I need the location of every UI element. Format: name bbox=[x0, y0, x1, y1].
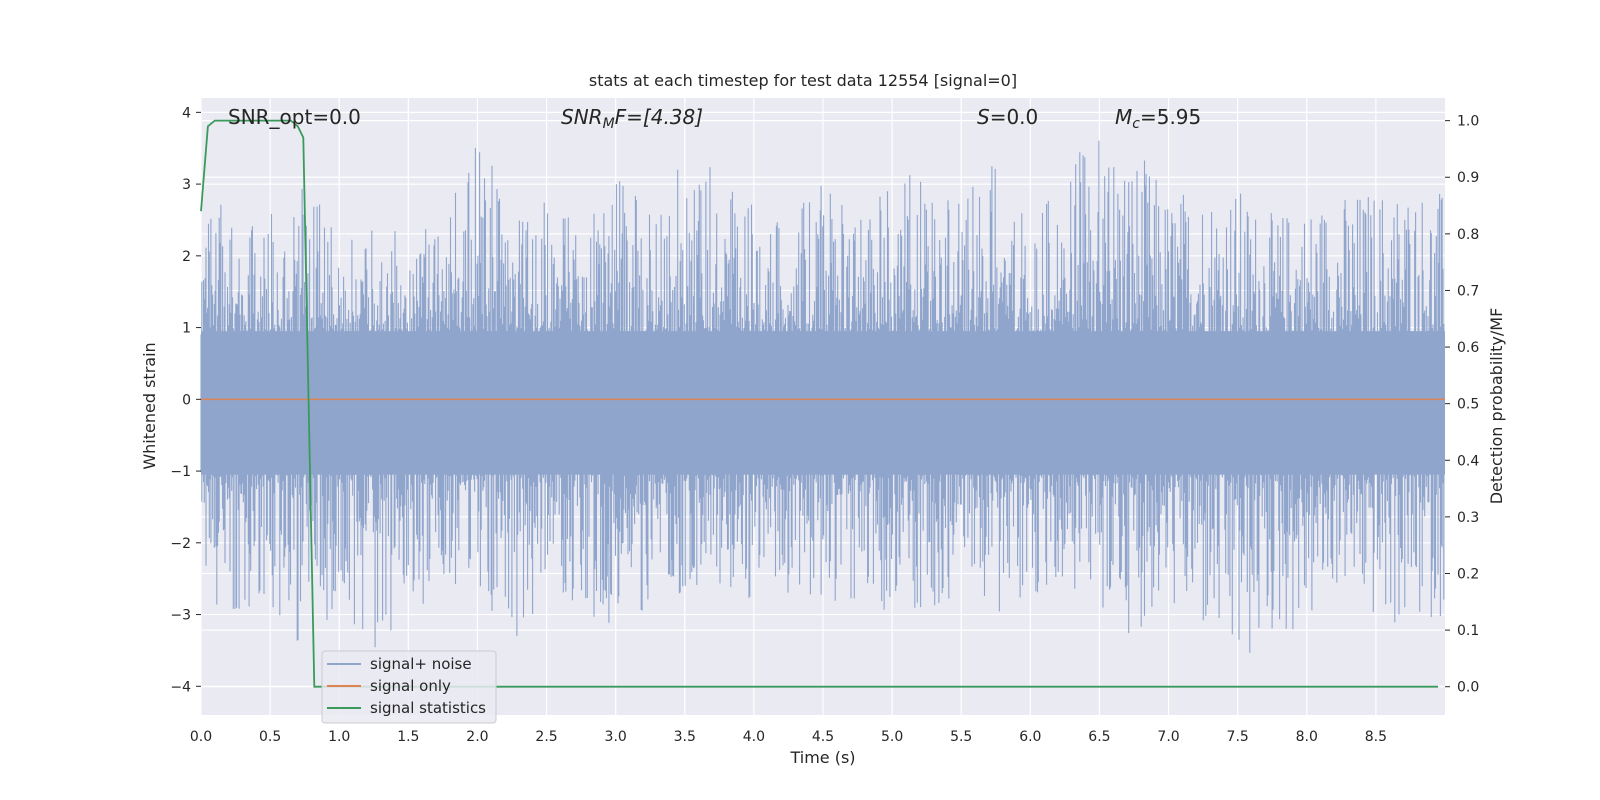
legend-label-signal-statistics: signal statistics bbox=[370, 699, 486, 717]
x-tick-label-14: 7.0 bbox=[1157, 729, 1179, 745]
y2-tick-label-3: 0.3 bbox=[1457, 510, 1479, 526]
annotation-mc-sub: c bbox=[1132, 116, 1140, 132]
y2-tick-label-7: 0.7 bbox=[1457, 283, 1479, 299]
y2-tick-label-9: 0.9 bbox=[1457, 170, 1479, 186]
x-tick-label-10: 5.0 bbox=[881, 729, 903, 745]
legend: signal+ noise signal only signal statist… bbox=[321, 650, 497, 724]
annotation-mc: Mc=5.95 bbox=[1115, 105, 1201, 132]
x-tick-label-13: 6.5 bbox=[1088, 729, 1110, 745]
y2-tick-label-0: 0.0 bbox=[1457, 680, 1479, 696]
x-tick-label-1: 0.5 bbox=[259, 729, 281, 745]
y-tick-label-7: 3 bbox=[182, 177, 191, 193]
x-tick-label-4: 2.0 bbox=[466, 729, 488, 745]
annotation-s-tail: =0.0 bbox=[990, 105, 1039, 129]
annotation-snr-opt: SNR_opt=0.0 bbox=[228, 105, 361, 129]
y2-axis-label: Detection probability/MF bbox=[1487, 308, 1506, 505]
y-tick-labels: −4 −3 −2 −1 0 1 2 3 4 bbox=[170, 105, 201, 695]
x-tick-label-16: 8.0 bbox=[1296, 729, 1318, 745]
annotation-mc-main: M bbox=[1115, 105, 1132, 129]
x-tick-label-8: 4.0 bbox=[743, 729, 765, 745]
y-tick-label-4: 0 bbox=[182, 392, 191, 408]
x-tick-label-9: 4.5 bbox=[812, 729, 834, 745]
y2-tick-label-10: 1.0 bbox=[1457, 114, 1479, 130]
x-tick-label-3: 1.5 bbox=[397, 729, 419, 745]
y-axis-label: Whitened strain bbox=[140, 342, 159, 469]
x-tick-label-11: 5.5 bbox=[950, 729, 972, 745]
x-tick-label-15: 7.5 bbox=[1227, 729, 1249, 745]
annotation-s: S=0.0 bbox=[977, 105, 1038, 129]
x-tick-label-5: 2.5 bbox=[535, 729, 557, 745]
x-tick-label-6: 3.0 bbox=[605, 729, 627, 745]
annotation-mc-tail: =5.95 bbox=[1140, 105, 1201, 129]
y2-tick-label-5: 0.5 bbox=[1457, 397, 1479, 413]
x-tick-label-12: 6.0 bbox=[1019, 729, 1041, 745]
x-tick-label-7: 3.5 bbox=[674, 729, 696, 745]
annotation-snr-mf-tail: F=[4.38] bbox=[615, 105, 703, 129]
signal-statistics-line bbox=[200, 119, 1439, 688]
y-tick-label-6: 2 bbox=[182, 249, 191, 265]
y2-tick-labels: 0.0 0.1 0.2 0.3 0.4 0.5 0.6 0.7 0.8 0.9 1.0 bbox=[1445, 114, 1479, 696]
annotation-snr-mf-main: SNR bbox=[561, 105, 603, 129]
y-tick-label-3: −1 bbox=[170, 464, 191, 480]
legend-label-signal-noise: signal+ noise bbox=[370, 655, 472, 673]
annotation-s-main: S bbox=[977, 105, 990, 129]
y2-tick-label-1: 0.1 bbox=[1457, 623, 1479, 639]
y-tick-label-8: 4 bbox=[182, 105, 191, 121]
chart-title: stats at each timestep for test data 125… bbox=[589, 71, 1017, 90]
y-tick-label-1: −3 bbox=[170, 608, 191, 624]
series-signal-noise bbox=[200, 140, 1445, 653]
y2-tick-label-2: 0.2 bbox=[1457, 566, 1479, 582]
annotations: SNR_opt=0.0 SNRMF=[4.38] S=0.0 Mc=5.95 bbox=[228, 105, 1201, 132]
series-signal-statistics bbox=[200, 119, 1439, 688]
x-tick-label-2: 1.0 bbox=[328, 729, 350, 745]
y2-tick-label-6: 0.6 bbox=[1457, 340, 1479, 356]
annotation-snr-mf-sub: M bbox=[603, 116, 615, 132]
annotation-snr-mf: SNRMF=[4.38] bbox=[561, 105, 703, 132]
legend-box bbox=[321, 650, 497, 724]
legend-label-signal-only: signal only bbox=[370, 677, 451, 695]
y-tick-label-5: 1 bbox=[182, 321, 191, 337]
x-tick-labels: 0.0 0.5 1.0 1.5 2.0 2.5 3.0 3.5 4.0 4.5 5.0 5.5 6.0 6… bbox=[190, 729, 1387, 745]
noise-core-band bbox=[201, 331, 1445, 475]
y2-tick-label-8: 0.8 bbox=[1457, 227, 1479, 243]
y2-tick-label-4: 0.4 bbox=[1457, 453, 1479, 469]
y-tick-label-2: −2 bbox=[170, 536, 191, 552]
y-tick-label-0: −4 bbox=[170, 679, 191, 695]
x-axis-label: Time (s) bbox=[789, 748, 855, 767]
x-tick-label-17: 8.5 bbox=[1365, 729, 1387, 745]
x-tick-label-0: 0.0 bbox=[190, 729, 212, 745]
